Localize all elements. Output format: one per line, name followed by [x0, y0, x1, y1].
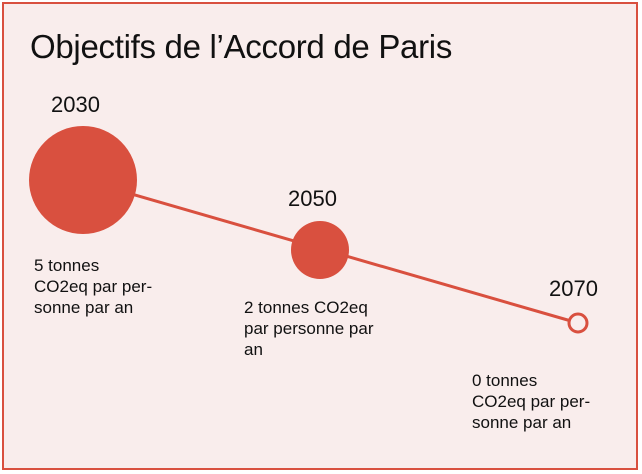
milestone-2030-year: 2030 [51, 92, 100, 117]
timeline-diagram [29, 126, 589, 334]
milestone-2050-bubble [291, 221, 349, 279]
milestone-2030-description: 5 tonnes CO2eq par per- sonne par an [34, 256, 153, 317]
milestone-2050-year: 2050 [288, 186, 337, 211]
milestone-2070-bubble [567, 312, 589, 334]
milestone-2070-year: 2070 [549, 276, 598, 301]
milestone-2050-description: 2 tonnes CO2eq par personne par an [244, 298, 374, 359]
infographic-frame: Objectifs de l’Accord de Paris 2030 5 to… [2, 2, 638, 470]
infographic-title: Objectifs de l’Accord de Paris [30, 28, 453, 65]
milestone-2030-bubble [29, 126, 137, 234]
milestone-2070-description: 0 tonnes CO2eq par per- sonne par an [472, 371, 591, 432]
